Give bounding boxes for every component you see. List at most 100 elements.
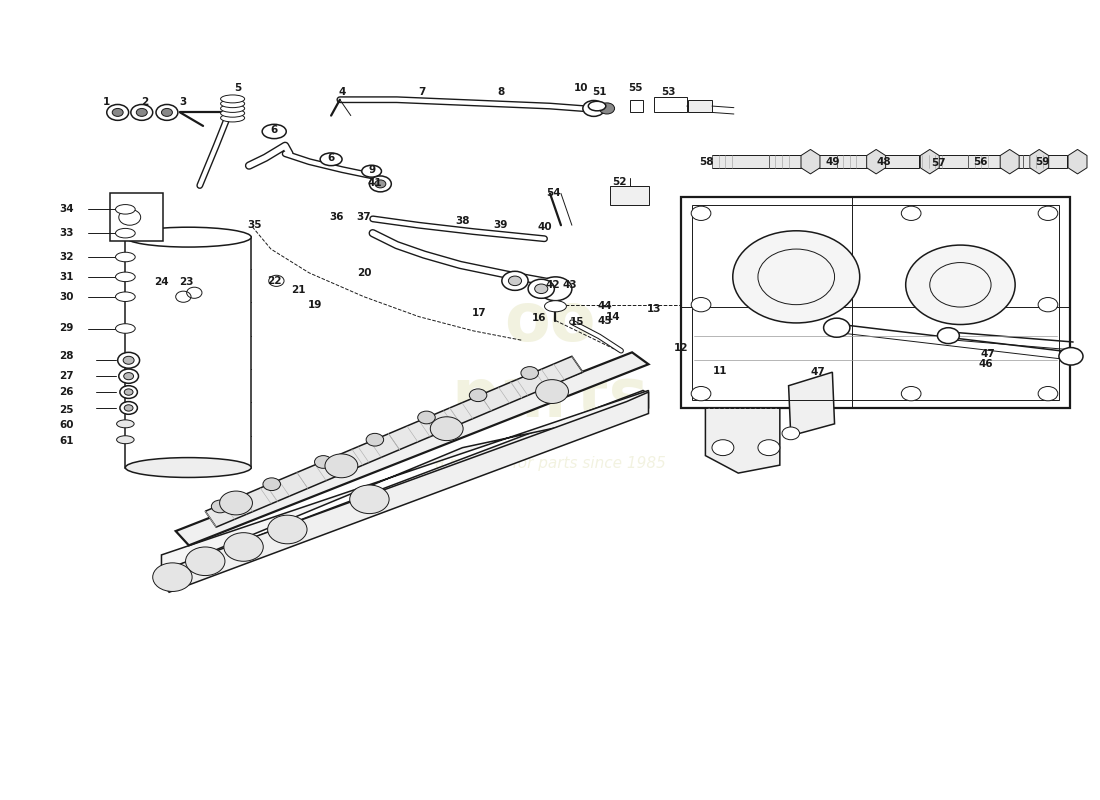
Circle shape — [758, 440, 780, 456]
Circle shape — [824, 318, 850, 338]
Text: 53: 53 — [661, 86, 675, 97]
Ellipse shape — [221, 114, 244, 122]
Text: 23: 23 — [179, 278, 194, 287]
Bar — [681, 198, 1070, 408]
Circle shape — [1059, 347, 1084, 365]
Circle shape — [901, 206, 921, 221]
Text: 60: 60 — [59, 421, 74, 430]
Circle shape — [733, 230, 860, 323]
Text: oo
parts: oo parts — [451, 289, 649, 431]
Circle shape — [124, 405, 133, 411]
Circle shape — [470, 389, 487, 402]
Text: 15: 15 — [570, 317, 584, 327]
Text: 61: 61 — [59, 436, 74, 446]
Ellipse shape — [116, 252, 135, 262]
Text: 41: 41 — [367, 178, 382, 188]
Text: 54: 54 — [546, 189, 561, 198]
Polygon shape — [156, 392, 649, 592]
Bar — [692, 206, 1059, 400]
Circle shape — [123, 356, 134, 364]
Text: 24: 24 — [154, 278, 168, 287]
Polygon shape — [610, 186, 649, 206]
Text: 40: 40 — [537, 222, 552, 232]
Ellipse shape — [588, 102, 606, 111]
Circle shape — [430, 417, 463, 441]
Circle shape — [691, 206, 711, 221]
Ellipse shape — [544, 301, 566, 312]
Circle shape — [118, 352, 140, 368]
Circle shape — [502, 271, 528, 290]
Text: 13: 13 — [647, 304, 661, 314]
Circle shape — [366, 434, 384, 446]
Text: 14: 14 — [606, 311, 620, 322]
Circle shape — [123, 373, 133, 380]
Text: 47: 47 — [980, 349, 996, 359]
Polygon shape — [1000, 150, 1019, 174]
Ellipse shape — [221, 110, 244, 117]
Text: 56: 56 — [972, 157, 988, 166]
Bar — [922, 155, 999, 168]
Text: 48: 48 — [877, 157, 891, 166]
Circle shape — [267, 515, 307, 544]
Polygon shape — [162, 390, 649, 576]
Bar — [125, 237, 251, 467]
Polygon shape — [921, 150, 939, 174]
Circle shape — [712, 440, 734, 456]
Polygon shape — [801, 150, 820, 174]
Text: 32: 32 — [59, 252, 74, 262]
Text: 28: 28 — [59, 351, 74, 362]
Text: 11: 11 — [713, 366, 727, 376]
Circle shape — [1038, 298, 1058, 312]
Text: 29: 29 — [59, 323, 74, 334]
Circle shape — [120, 386, 138, 398]
Ellipse shape — [221, 95, 244, 103]
Text: 45: 45 — [597, 315, 612, 326]
Circle shape — [375, 180, 386, 188]
Circle shape — [131, 105, 153, 120]
Circle shape — [535, 284, 548, 294]
Text: 43: 43 — [562, 280, 578, 290]
Ellipse shape — [125, 458, 251, 478]
Text: 17: 17 — [472, 308, 486, 318]
Circle shape — [211, 500, 229, 513]
Text: 49: 49 — [825, 157, 839, 166]
Ellipse shape — [116, 292, 135, 302]
Circle shape — [508, 276, 521, 286]
Text: 6: 6 — [328, 153, 334, 162]
Circle shape — [901, 386, 921, 401]
Ellipse shape — [116, 205, 135, 214]
Circle shape — [324, 454, 358, 478]
Ellipse shape — [117, 436, 134, 444]
Bar — [968, 155, 1028, 168]
Text: a passion for parts since 1985: a passion for parts since 1985 — [434, 456, 666, 471]
Text: 36: 36 — [329, 212, 344, 222]
Bar — [769, 155, 866, 168]
Ellipse shape — [221, 100, 244, 108]
Circle shape — [600, 103, 615, 114]
Polygon shape — [789, 372, 835, 436]
Circle shape — [263, 478, 280, 490]
Bar — [688, 100, 712, 113]
Circle shape — [350, 485, 389, 514]
Circle shape — [539, 277, 572, 301]
Circle shape — [120, 402, 138, 414]
Polygon shape — [705, 408, 780, 473]
Ellipse shape — [116, 272, 135, 282]
Ellipse shape — [116, 324, 135, 334]
Text: 52: 52 — [612, 177, 626, 186]
Circle shape — [583, 101, 605, 116]
Circle shape — [153, 563, 192, 591]
Text: 3: 3 — [179, 97, 187, 107]
Text: 46: 46 — [978, 359, 993, 370]
Circle shape — [1038, 206, 1058, 221]
Ellipse shape — [262, 124, 286, 138]
Text: 38: 38 — [455, 216, 470, 226]
Ellipse shape — [320, 153, 342, 166]
Ellipse shape — [117, 420, 134, 428]
Circle shape — [521, 366, 538, 379]
Text: 42: 42 — [546, 280, 561, 290]
Text: 37: 37 — [356, 212, 372, 222]
Text: 39: 39 — [494, 220, 508, 230]
Bar — [1023, 155, 1067, 168]
Text: 34: 34 — [59, 204, 74, 214]
